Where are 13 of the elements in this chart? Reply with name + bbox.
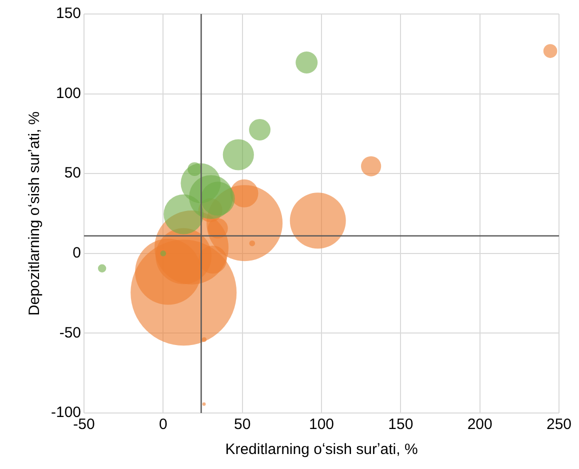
x-axis-title: Kreditlarning oʻsish surʼati, % <box>225 441 418 458</box>
y-tick-label: 50 <box>64 164 82 182</box>
y-tick-label: 100 <box>56 84 82 102</box>
x-tick-label: 150 <box>388 416 414 434</box>
x-tick-label: 250 <box>546 416 572 434</box>
y-tick-label: 0 <box>72 244 82 262</box>
x-tick-label: 100 <box>308 416 334 434</box>
x-tick-label: 0 <box>159 416 168 434</box>
y-axis-title: Depozitlarning oʻsish surʼati, % <box>26 111 44 316</box>
y-tick-label: -50 <box>59 324 82 342</box>
x-tick-label: 50 <box>234 416 251 434</box>
y-tick-label: 150 <box>56 5 82 22</box>
x-tick-label: 200 <box>467 416 492 434</box>
